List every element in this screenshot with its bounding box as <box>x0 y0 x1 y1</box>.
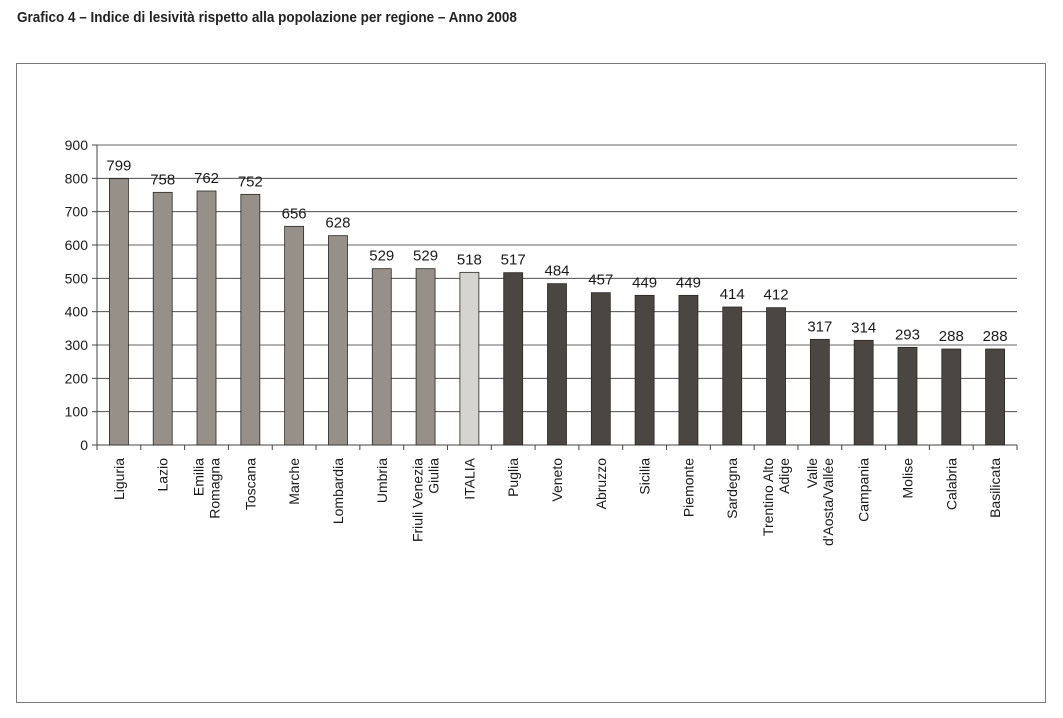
category-label: Basilicata <box>987 458 1003 518</box>
bar-value-label: 314 <box>851 319 876 336</box>
bar-value-label: 799 <box>106 158 131 175</box>
y-tick-label: 700 <box>65 204 89 220</box>
bar <box>809 338 830 446</box>
bar-value-label: 412 <box>764 287 789 304</box>
y-tick-label: 200 <box>65 370 89 386</box>
bar <box>634 294 655 446</box>
bar <box>853 339 874 446</box>
bar <box>766 307 786 446</box>
bar-value-label: 656 <box>282 205 307 222</box>
category-label: Molise <box>899 458 915 499</box>
bar <box>590 292 611 446</box>
y-tick-label: 0 <box>80 437 88 453</box>
bar <box>371 268 392 446</box>
bar <box>897 346 918 446</box>
category-label: d'Aosta/Vallée <box>820 458 836 546</box>
category-label: Umbria <box>374 458 390 503</box>
y-tick-label: 600 <box>65 237 89 253</box>
bar-value-label: 752 <box>238 173 263 190</box>
bar <box>152 191 173 446</box>
category-label: Sicilia <box>637 458 653 495</box>
category-label: Lazio <box>155 458 171 492</box>
category-label: Liguria <box>111 458 127 500</box>
category-label: Valle <box>804 458 820 488</box>
bar <box>547 283 567 446</box>
bar-value-label: 457 <box>588 272 613 289</box>
bar <box>722 306 743 446</box>
category-label: Marche <box>286 458 302 505</box>
bar <box>985 348 1005 446</box>
category-label: Campania <box>856 458 872 522</box>
category-label: Lombardia <box>330 458 346 524</box>
y-tick-label: 500 <box>65 270 89 286</box>
bar <box>109 178 129 446</box>
chart-title: Grafico 4 – Indice di lesività rispetto … <box>17 9 517 26</box>
bar-value-label: 758 <box>150 171 175 188</box>
y-tick-label: 900 <box>65 137 89 153</box>
category-label: Romagna <box>207 458 223 519</box>
bar <box>941 348 962 446</box>
bar-value-label: 288 <box>939 328 964 345</box>
category-label: Toscana <box>242 458 258 510</box>
bar <box>415 268 436 446</box>
bar-value-label: 529 <box>369 248 394 265</box>
chart-frame <box>16 63 1046 703</box>
bar <box>240 193 261 446</box>
y-tick-label: 300 <box>65 337 89 353</box>
category-label: Calabria <box>943 458 959 510</box>
bar <box>503 272 524 446</box>
category-label: Giulia <box>426 458 442 494</box>
bar-value-label: 518 <box>457 251 482 268</box>
bar <box>284 225 305 446</box>
bar-value-label: 517 <box>501 252 526 269</box>
category-label: Adige <box>776 458 792 494</box>
bar-value-label: 762 <box>194 170 219 187</box>
category-label: Piemonte <box>680 458 696 517</box>
y-tick-label: 800 <box>65 170 89 186</box>
bar-value-label: 317 <box>807 318 832 335</box>
bar-value-label: 628 <box>325 215 350 232</box>
bar-value-label: 288 <box>983 328 1008 345</box>
bar <box>196 190 217 446</box>
bar-value-label: 414 <box>720 286 745 303</box>
category-label: Friuli Venezia <box>410 458 426 542</box>
bar-value-label: 449 <box>676 274 701 291</box>
category-label: Puglia <box>505 458 521 497</box>
category-label: Emilia <box>191 458 207 496</box>
category-label: Sardegna <box>724 458 740 519</box>
bar <box>328 235 348 446</box>
bar <box>678 294 699 446</box>
bar-value-label: 529 <box>413 248 438 265</box>
bar <box>459 271 480 446</box>
bar-value-label: 484 <box>544 263 569 280</box>
category-label: Trentino Alto <box>760 458 776 536</box>
category-label: Abruzzo <box>593 458 609 510</box>
category-label: ITALIA <box>461 457 477 499</box>
bar-value-label: 293 <box>895 326 920 343</box>
category-label: Veneto <box>549 458 565 502</box>
y-tick-label: 100 <box>65 404 89 420</box>
bar-value-label: 449 <box>632 274 657 291</box>
y-tick-label: 400 <box>65 304 89 320</box>
